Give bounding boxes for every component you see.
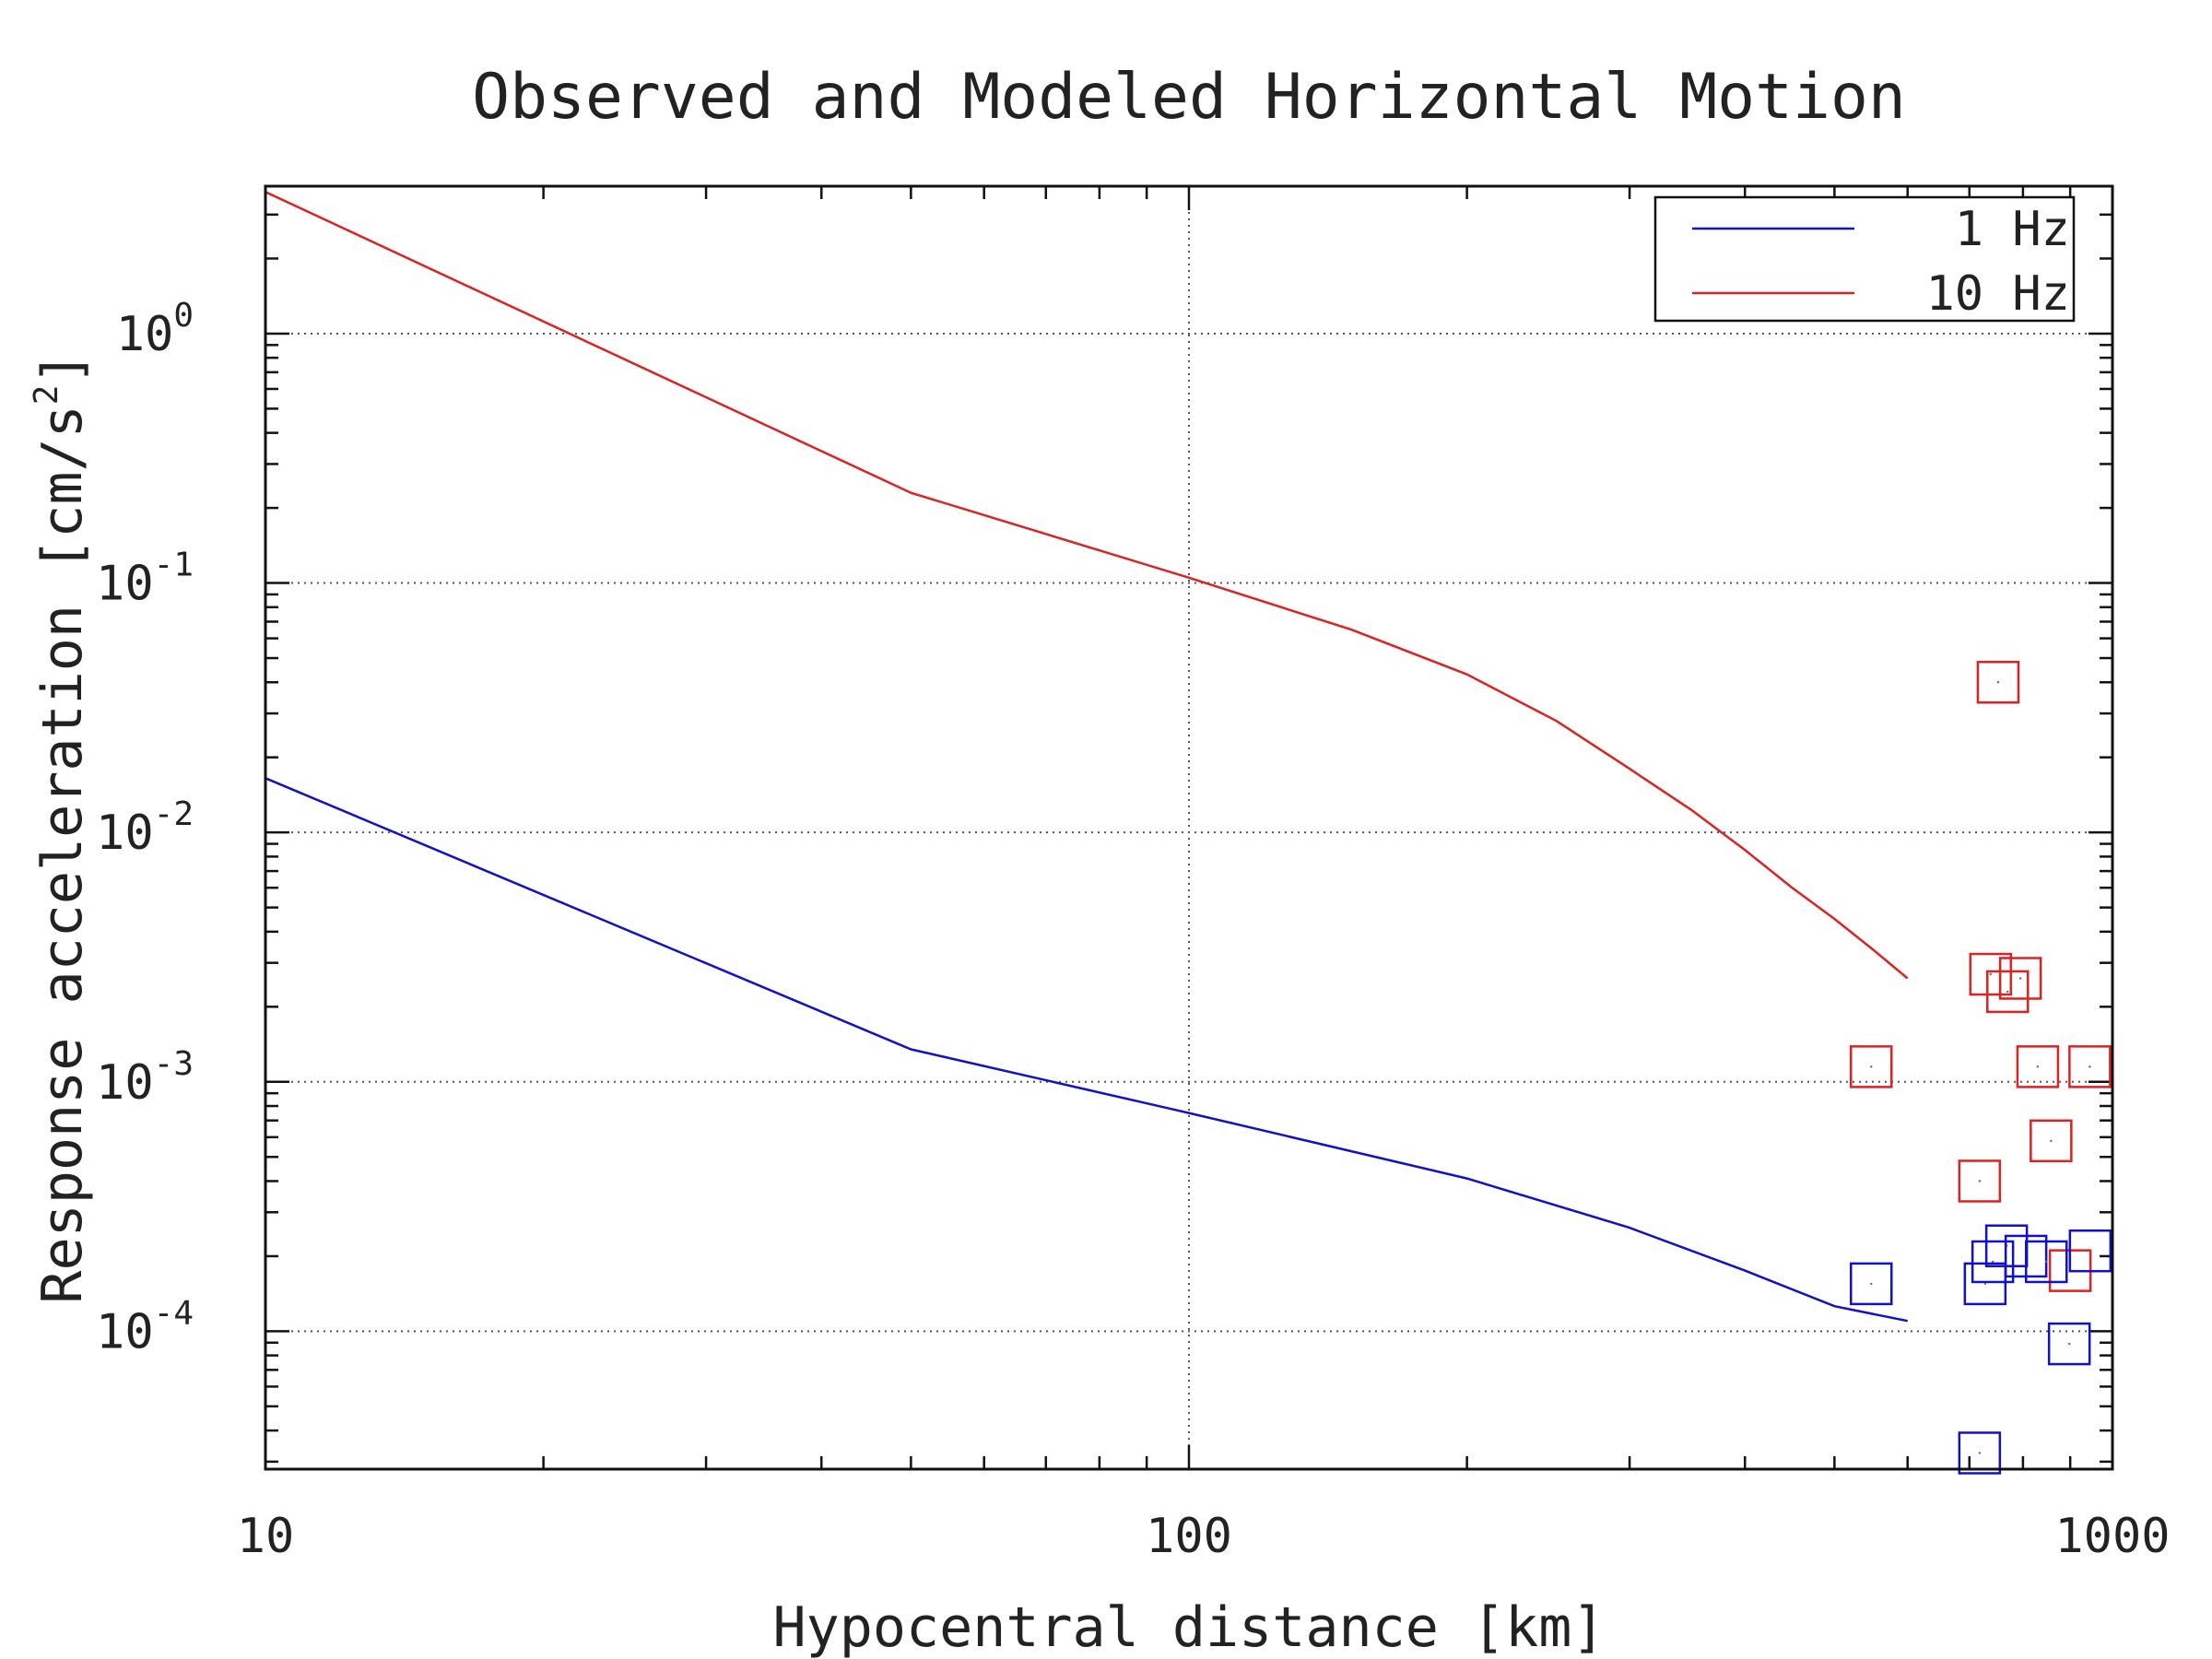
observed-point-center bbox=[1870, 1282, 1873, 1286]
observed-point bbox=[2016, 1045, 2060, 1088]
x-tick-label: 10 bbox=[237, 1509, 295, 1564]
observed-point-center bbox=[2050, 1139, 2053, 1143]
observed-point-center bbox=[2036, 1065, 2040, 1068]
observed-point bbox=[1998, 957, 2042, 1000]
y-tick-label: 10-1 bbox=[96, 547, 194, 612]
observed-point bbox=[1850, 1262, 1893, 1306]
y-tick-label: 100 bbox=[116, 297, 194, 362]
x-axis-label: Hypocentral distance [km] bbox=[772, 1595, 1605, 1659]
observed-point bbox=[2068, 1229, 2112, 1273]
observed-point-center bbox=[1996, 681, 2000, 684]
series-line bbox=[265, 191, 1909, 980]
y-tick-exponent: -1 bbox=[154, 547, 194, 584]
y-tick-base: 10 bbox=[116, 307, 174, 362]
y-tick-label: 10-2 bbox=[96, 795, 194, 861]
y-tick-label: 10-4 bbox=[96, 1294, 194, 1359]
observed-point bbox=[2068, 1045, 2112, 1088]
plot-area bbox=[265, 191, 2112, 1475]
legend-label: 10 Hz bbox=[1925, 266, 2070, 322]
observed-point-center bbox=[2088, 1249, 2092, 1253]
ticks bbox=[264, 186, 2112, 1469]
y-tick-base: 10 bbox=[96, 806, 154, 861]
observed-point-center bbox=[2045, 1260, 2048, 1264]
observed-point-center bbox=[1991, 1260, 1994, 1264]
legend-box bbox=[1653, 195, 2076, 323]
y-axis-label: Response acceleration [cm/s2] bbox=[28, 351, 95, 1303]
observed-point-center bbox=[2018, 977, 2022, 980]
y-axis-label-exponent: 2 bbox=[28, 385, 65, 406]
plot-frame bbox=[264, 184, 2114, 1471]
y-tick-exponent: 0 bbox=[173, 297, 194, 335]
y-axis-label-main: Response acceleration [cm/s bbox=[30, 405, 95, 1303]
observed-point-center bbox=[1989, 972, 1992, 976]
observed-point bbox=[2030, 1119, 2073, 1163]
observed-point-center bbox=[1983, 1282, 1987, 1286]
y-tick-exponent: -3 bbox=[154, 1045, 194, 1083]
y-tick-exponent: -2 bbox=[154, 795, 194, 833]
observed-point-center bbox=[2006, 990, 2009, 994]
observed-point-center bbox=[1870, 1065, 1873, 1068]
grid bbox=[265, 186, 2112, 1469]
observed-point bbox=[1958, 1431, 2002, 1475]
chart-title: Observed and Modeled Horizontal Motion bbox=[472, 61, 1906, 134]
observed-point bbox=[1963, 1262, 2007, 1306]
observed-point-center bbox=[1978, 1180, 1982, 1182]
x-tick-label: 1000 bbox=[2054, 1509, 2170, 1564]
y-tick-base: 10 bbox=[96, 1055, 154, 1111]
observed-point-center bbox=[1978, 1452, 1982, 1454]
y-tick-exponent: -4 bbox=[154, 1294, 194, 1332]
legend: 1 Hz 10 Hz bbox=[1653, 195, 2076, 323]
x-tick-label: 100 bbox=[1146, 1509, 1232, 1564]
observed-point bbox=[2025, 1240, 2068, 1284]
legend-label: 1 Hz bbox=[1955, 202, 2070, 257]
observed-point bbox=[2047, 1322, 2091, 1366]
y-tick-base: 10 bbox=[96, 1304, 154, 1359]
observed-point-center bbox=[2067, 1342, 2071, 1346]
y-tick-label: 10-3 bbox=[96, 1045, 194, 1111]
observed-point-center bbox=[2088, 1065, 2091, 1068]
y-tick-base: 10 bbox=[96, 557, 154, 612]
observed-point bbox=[1850, 1045, 1893, 1088]
observed-point bbox=[1969, 952, 2013, 996]
observed-point bbox=[1986, 970, 2030, 1014]
observed-point bbox=[1976, 660, 2020, 704]
series-line bbox=[265, 777, 1908, 1323]
y-axis-label-end: ] bbox=[30, 351, 95, 384]
observed-point bbox=[1958, 1159, 2002, 1203]
observed-point bbox=[1971, 1240, 2015, 1284]
